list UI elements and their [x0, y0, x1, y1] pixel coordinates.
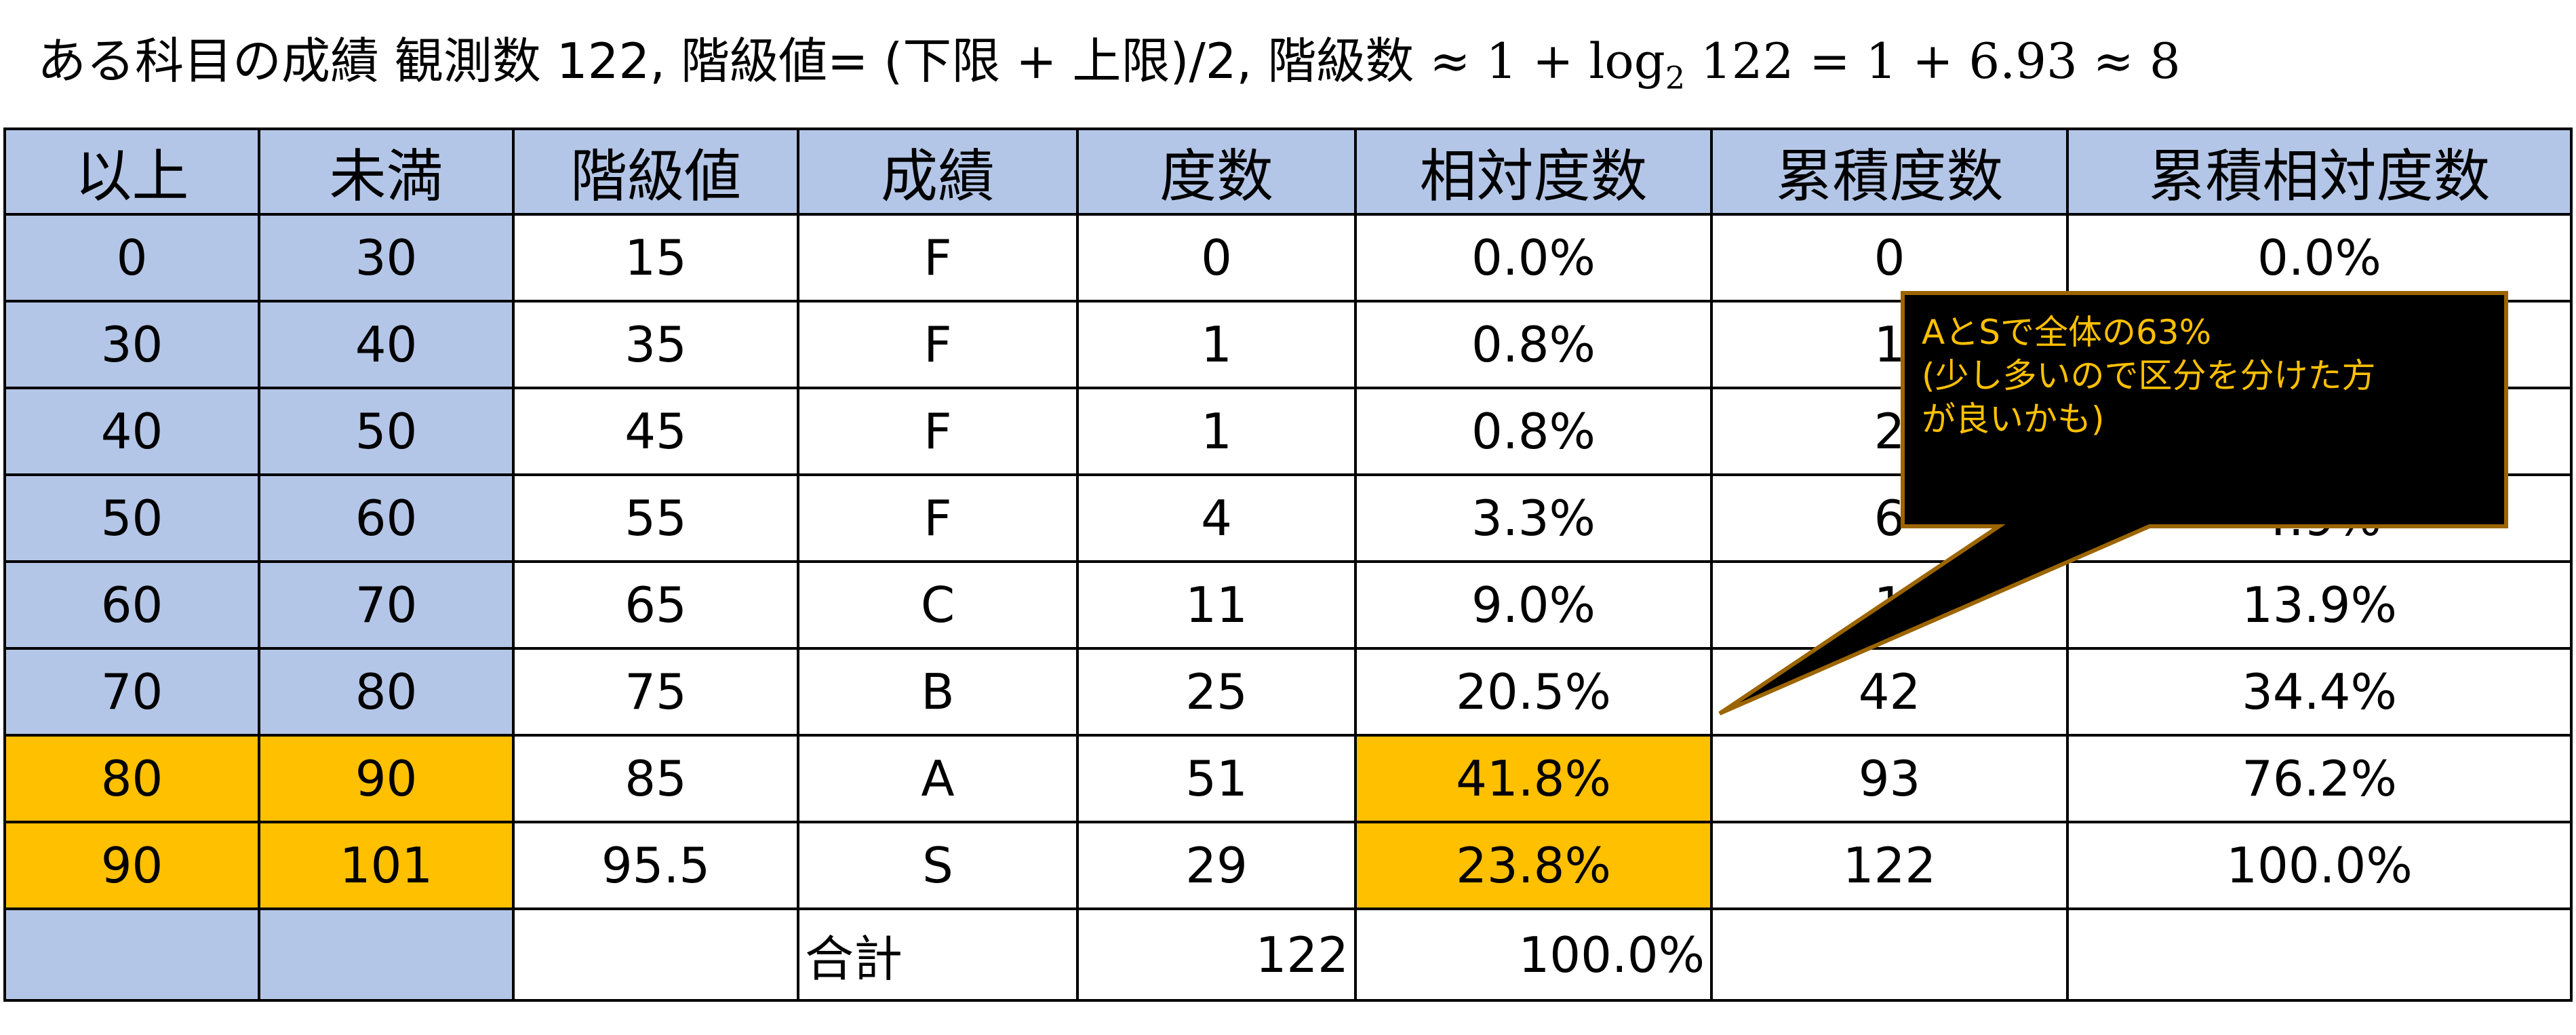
table-row: 90 101 95.5 S 29 23.8% 122 100.0%: [3, 821, 2573, 910]
cell-upper: 101: [258, 821, 515, 910]
cell-relative: 0.8%: [1354, 387, 1713, 476]
table-row: 80 90 85 A 51 41.8% 93 76.2%: [3, 734, 2573, 823]
cell-cumulative: 93: [1710, 734, 2069, 823]
cell-upper: 60: [258, 473, 515, 563]
cell-total-blank: [3, 907, 260, 1002]
cell-lower: 60: [3, 560, 260, 650]
cell-grade: C: [797, 560, 1079, 650]
cell-frequency: 0: [1076, 213, 1357, 302]
title-formula-b: 122 = 1 + 6.93 ≈ 8: [1685, 33, 2181, 90]
total-count: 122: [1076, 907, 1357, 1002]
cell-relative: 0.8%: [1354, 300, 1713, 389]
cell-cumulative-relative: 34.4%: [2066, 647, 2573, 737]
cell-class-value: 65: [512, 560, 799, 650]
table-total-row: 合計 122 100.0%: [3, 907, 2573, 1002]
cell-upper: 90: [258, 734, 515, 823]
callout-text: AとSで全体の63% (少し多いので区分を分けた方 が良いかも): [1903, 293, 2506, 526]
cell-grade: F: [797, 213, 1079, 302]
header-grade: 成績: [797, 128, 1079, 216]
table-row: 60 70 65 C 11 9.0% 1 13.9%: [3, 560, 2573, 650]
cell-class-value: 15: [512, 213, 799, 302]
cell-cumulative: 1: [1710, 560, 2069, 650]
cell-grade: F: [797, 473, 1079, 563]
cell-cumulative: 42: [1710, 647, 2069, 737]
cell-class-value: 75: [512, 647, 799, 737]
page-title: ある科目の成績 観測数 122, 階級値= (下限 + 上限)/2, 階級数 ≈…: [37, 20, 2181, 102]
cell-frequency: 1: [1076, 300, 1357, 389]
cell-frequency: 1: [1076, 387, 1357, 476]
header-cumulative-frequency: 累積度数: [1710, 128, 2069, 216]
header-cumulative-relative-frequency: 累積相対度数: [2066, 128, 2573, 216]
cell-class-value: 55: [512, 473, 799, 563]
cell-frequency: 11: [1076, 560, 1357, 650]
header-relative-frequency: 相対度数: [1354, 128, 1713, 216]
cell-relative: 41.8%: [1354, 734, 1713, 823]
cell-grade: S: [797, 821, 1079, 910]
cell-grade: F: [797, 300, 1079, 389]
cell-grade: F: [797, 387, 1079, 476]
total-label: 合計: [797, 907, 1079, 1002]
table-row: 0 30 15 F 0 0.0% 0 0.0%: [3, 213, 2573, 302]
cell-upper: 30: [258, 213, 515, 302]
title-formula: ≈ 1 + log2 122 = 1 + 6.93 ≈ 8: [1429, 33, 2181, 96]
table-header-row: 以上 未満 階級値 成績 度数 相対度数 累積度数 累積相対度数: [3, 128, 2573, 216]
cell-lower: 90: [3, 821, 260, 910]
header-frequency: 度数: [1076, 128, 1357, 216]
cell-relative: 20.5%: [1354, 647, 1713, 737]
cell-cumulative-relative: 76.2%: [2066, 734, 2573, 823]
total-relative: 100.0%: [1354, 907, 1713, 1002]
cell-frequency: 29: [1076, 821, 1357, 910]
frequency-table: 以上 未満 階級値 成績 度数 相対度数 累積度数 累積相対度数 0 30 15…: [3, 128, 2573, 1002]
cell-cumulative: 122: [1710, 821, 2069, 910]
cell-lower: 40: [3, 387, 260, 476]
header-lower-bound: 以上: [3, 128, 260, 216]
header-class-value: 階級値: [512, 128, 799, 216]
cell-relative: 9.0%: [1354, 560, 1713, 650]
cell-frequency: 51: [1076, 734, 1357, 823]
cell-lower: 70: [3, 647, 260, 737]
cell-total-blank: [2066, 907, 2573, 1002]
callout-line-1: AとSで全体の63%: [1922, 313, 2212, 352]
table-row: 70 80 75 B 25 20.5% 42 34.4%: [3, 647, 2573, 737]
callout-line-3: が良いかも): [1922, 399, 2105, 439]
cell-lower: 50: [3, 473, 260, 563]
title-prefix: ある科目の成績 観測数 122, 階級値= (下限 + 上限)/2,: [37, 33, 1252, 90]
title-class-count-label: 階級数: [1267, 33, 1414, 90]
cell-relative: 3.3%: [1354, 473, 1713, 563]
cell-upper: 50: [258, 387, 515, 476]
cell-class-value: 95.5: [512, 821, 799, 910]
cell-upper: 80: [258, 647, 515, 737]
cell-grade: A: [797, 734, 1079, 823]
cell-total-blank: [512, 907, 799, 1002]
cell-frequency: 4: [1076, 473, 1357, 563]
cell-cumulative-relative: 100.0%: [2066, 821, 2573, 910]
cell-relative: 0.0%: [1354, 213, 1713, 302]
cell-upper: 40: [258, 300, 515, 389]
cell-grade: B: [797, 647, 1079, 737]
cell-frequency: 25: [1076, 647, 1357, 737]
cell-total-blank: [258, 907, 515, 1002]
cell-cumulative-relative: 0.0%: [2066, 213, 2573, 302]
cell-total-blank: [1710, 907, 2069, 1002]
header-upper-bound: 未満: [258, 128, 515, 216]
callout-line-2: (少し多いので区分を分けた方: [1922, 356, 2376, 395]
title-formula-sub: 2: [1665, 59, 1686, 96]
cell-relative: 23.8%: [1354, 821, 1713, 910]
cell-class-value: 45: [512, 387, 799, 476]
cell-class-value: 85: [512, 734, 799, 823]
cell-cumulative: 0: [1710, 213, 2069, 302]
cell-class-value: 35: [512, 300, 799, 389]
cell-lower: 0: [3, 213, 260, 302]
cell-upper: 70: [258, 560, 515, 650]
cell-lower: 80: [3, 734, 260, 823]
title-formula-a: ≈ 1 + log: [1429, 33, 1665, 90]
cell-cumulative-relative: 13.9%: [2066, 560, 2573, 650]
cell-lower: 30: [3, 300, 260, 389]
